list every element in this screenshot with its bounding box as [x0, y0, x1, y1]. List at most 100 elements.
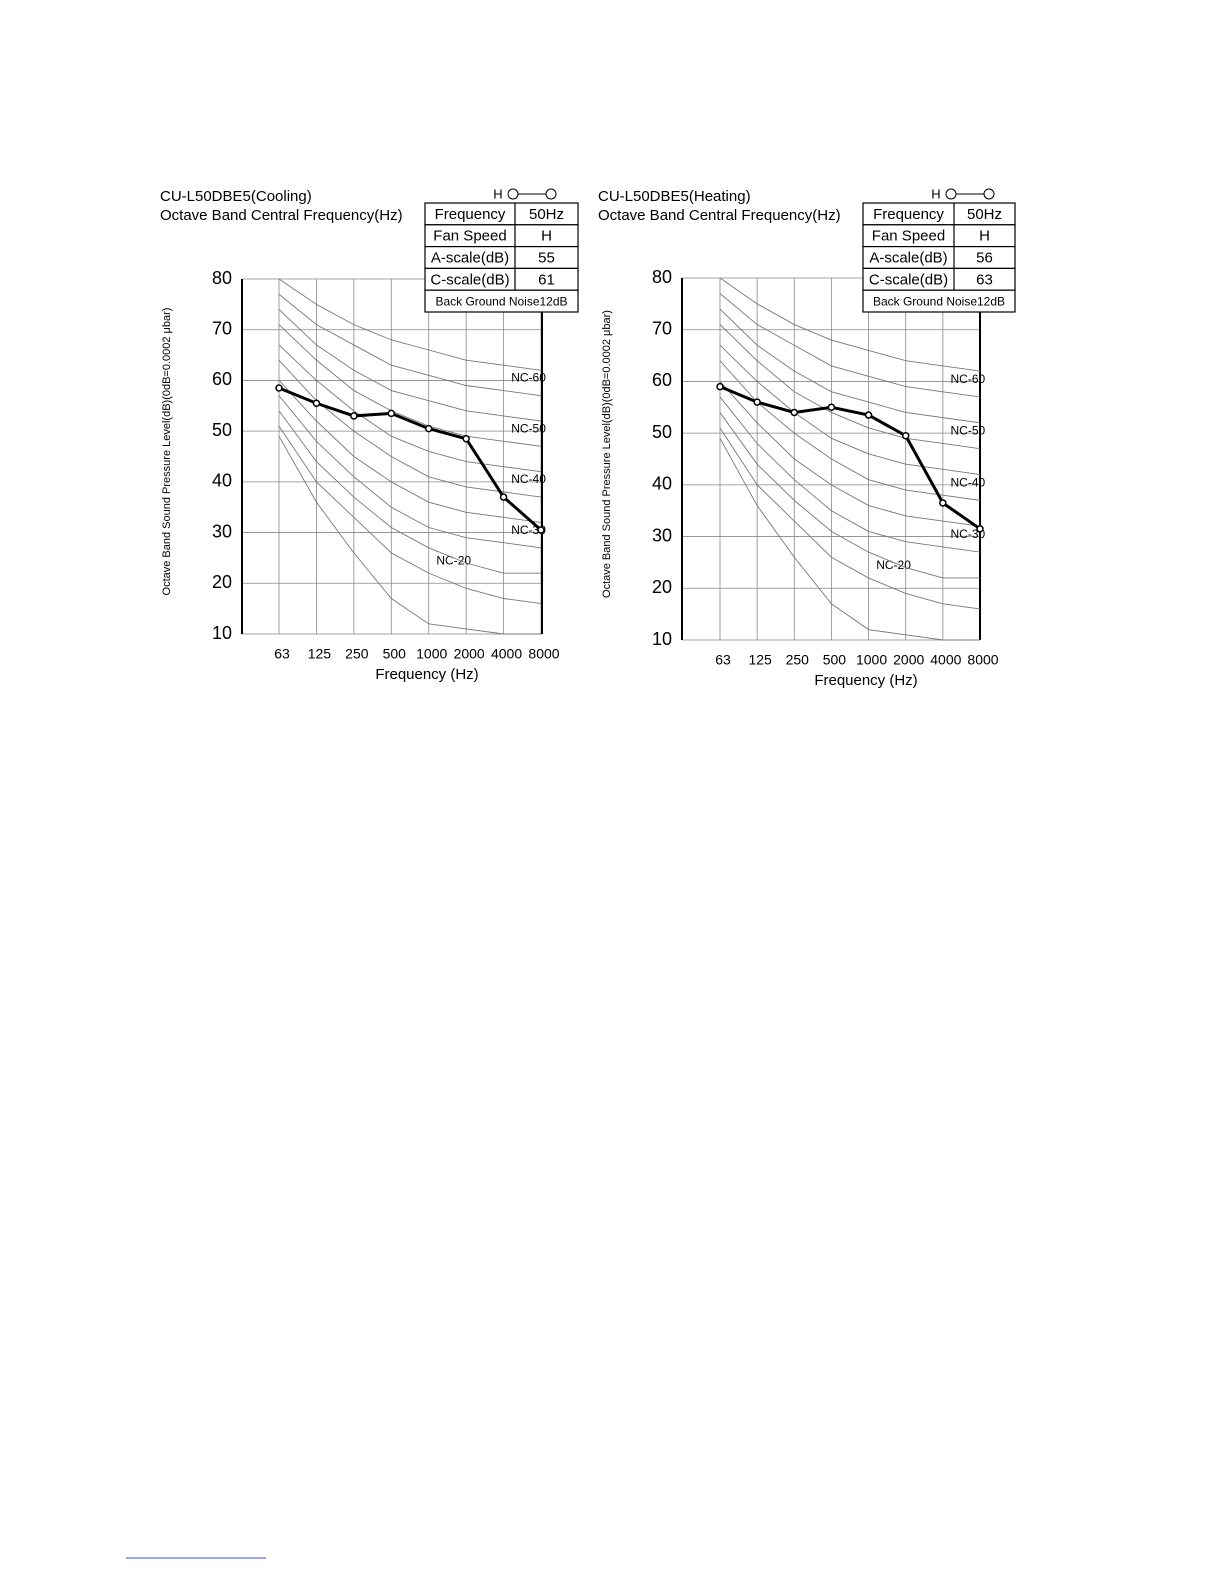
nc-label: NC-20 [876, 558, 911, 572]
table-value: 63 [976, 271, 993, 288]
y-tick-label: 10 [212, 623, 232, 643]
chart-subtitle: Octave Band Central Frequency(Hz) [598, 207, 841, 224]
data-point [424, 424, 433, 433]
x-tick-label: 125 [308, 646, 332, 662]
legend-label: H [493, 186, 502, 201]
y-tick-label: 80 [652, 267, 672, 287]
nc-curve [278, 309, 542, 422]
table-key: C-scale(dB) [869, 271, 948, 288]
chart-title: CU-L50DBE5(Heating) [598, 188, 751, 205]
table-note: Back Ground Noise12dB [435, 294, 567, 308]
table-value: H [979, 228, 990, 245]
x-tick-label: 4000 [491, 646, 522, 662]
table-note: Back Ground Noise12dB [873, 294, 1005, 308]
y-tick-label: 80 [212, 268, 232, 288]
data-point [864, 411, 873, 419]
nc-label: NC-60 [511, 371, 546, 385]
table-key: Frequency [435, 206, 506, 223]
y-tick-label: 40 [212, 471, 232, 491]
nc-label: NC-40 [951, 475, 986, 489]
nc-curve [719, 324, 981, 450]
data-point [790, 408, 799, 417]
data-point [462, 435, 470, 443]
chart-subtitle: Octave Band Central Frequency(Hz) [160, 207, 403, 224]
x-tick-label: 1000 [416, 646, 447, 662]
nc-curve [278, 380, 542, 523]
nc-curve [719, 293, 981, 398]
table-value: 50Hz [967, 206, 1002, 223]
nc-curve [719, 381, 981, 527]
y-tick-label: 60 [212, 369, 232, 389]
data-point [901, 431, 910, 440]
data-point [827, 403, 836, 412]
x-tick-label: 250 [345, 646, 369, 662]
y-tick-label: 40 [652, 474, 672, 494]
nc-curve [278, 410, 541, 574]
nc-curve [278, 293, 542, 397]
nc-curve [719, 308, 981, 424]
x-axis-label: Frequency (Hz) [814, 672, 917, 689]
y-tick-label: 10 [652, 629, 672, 649]
nc-curve [278, 278, 542, 371]
nc-curve [278, 425, 542, 605]
nc-curve [278, 395, 542, 549]
y-tick-label: 30 [212, 521, 232, 541]
nc-curve [719, 427, 981, 610]
data-point [350, 412, 358, 420]
y-tick-label: 70 [652, 318, 672, 338]
table-value: 55 [538, 249, 555, 266]
data-point [275, 384, 283, 392]
x-tick-label: 63 [274, 646, 290, 662]
x-tick-label: 2000 [893, 652, 924, 668]
nc-curve [278, 435, 541, 635]
x-tick-label: 8000 [528, 646, 559, 662]
legend-marker [945, 188, 957, 200]
table-key: A-scale(dB) [431, 249, 509, 266]
x-tick-label: 500 [383, 646, 407, 662]
x-tick-label: 63 [715, 652, 731, 668]
x-tick-label: 1000 [856, 652, 887, 668]
nc-label: NC-50 [951, 424, 986, 438]
nc-curve [719, 396, 981, 553]
legend-marker [983, 188, 995, 200]
y-tick-label: 60 [652, 370, 672, 390]
nc-label: NC-40 [511, 472, 546, 486]
legend-marker [545, 188, 557, 200]
nc-label: NC-60 [951, 372, 986, 386]
x-tick-label: 4000 [930, 652, 961, 668]
data-point [976, 525, 984, 533]
table-key: Fan Speed [433, 228, 506, 245]
table-value: H [541, 228, 552, 245]
table-cell [424, 289, 579, 313]
y-tick-label: 50 [652, 422, 672, 442]
nc-label: NC-50 [511, 421, 546, 435]
nc-curve [278, 344, 542, 473]
nc-curve [278, 324, 542, 447]
nc-curve [719, 412, 980, 579]
data-point [499, 493, 508, 501]
nc-curve [719, 277, 981, 372]
table-key: A-scale(dB) [869, 249, 947, 266]
x-tick-label: 8000 [967, 652, 998, 668]
data-line [278, 386, 542, 532]
y-tick-label: 30 [652, 525, 672, 545]
chart-title: CU-L50DBE5(Cooling) [160, 188, 312, 205]
data-line [719, 385, 981, 531]
x-tick-label: 2000 [454, 646, 485, 662]
x-axis-label: Frequency (Hz) [375, 666, 478, 683]
table-key: Frequency [873, 206, 944, 223]
table-value: 56 [976, 249, 993, 266]
y-axis-label: Octave Band Sound Pressure Level(dB)(0dB… [601, 310, 613, 598]
table-key: Fan Speed [872, 228, 945, 245]
table-cell [862, 289, 1016, 313]
data-point [716, 382, 724, 391]
legend-marker [507, 188, 519, 200]
data-point [939, 499, 947, 507]
data-point [537, 526, 545, 534]
x-tick-label: 500 [823, 652, 847, 668]
y-tick-label: 20 [652, 577, 672, 597]
data-point [753, 398, 761, 406]
legend-label: H [931, 186, 940, 201]
nc-label: NC-20 [436, 553, 471, 567]
table-value: 61 [538, 271, 555, 288]
